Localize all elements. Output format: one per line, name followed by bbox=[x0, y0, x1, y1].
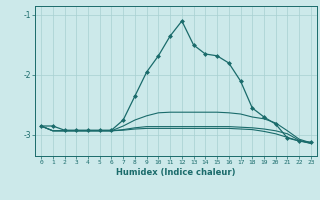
X-axis label: Humidex (Indice chaleur): Humidex (Indice chaleur) bbox=[116, 168, 236, 177]
